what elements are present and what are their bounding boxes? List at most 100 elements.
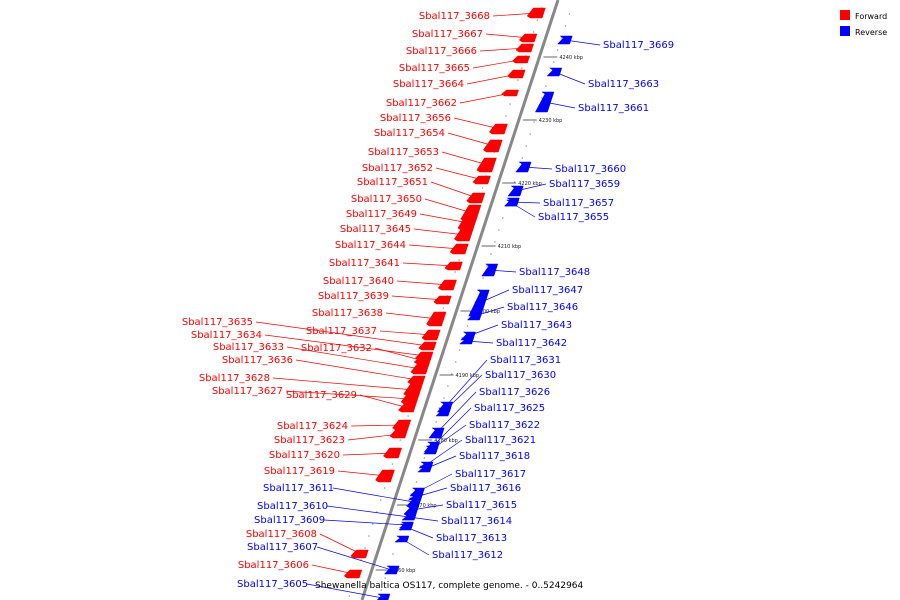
legend-label-forward: Forward	[855, 12, 887, 21]
gene-label-reverse[interactable]: Sbal117_3605	[237, 579, 308, 590]
gene-label-reverse[interactable]: Sbal117_3659	[549, 179, 620, 190]
gene-label-forward[interactable]: Sbal117_3638	[312, 308, 383, 319]
axis-dot	[392, 553, 394, 555]
gene-label-forward[interactable]: Sbal117_3628	[199, 373, 270, 384]
gene-label-forward[interactable]: Sbal117_3636	[222, 355, 293, 366]
gene-connector	[405, 526, 434, 539]
gene-arrow-Sbal117_3629	[398, 403, 417, 413]
gene-label-reverse[interactable]: Sbal117_3661	[578, 103, 649, 114]
gene-connector	[453, 117, 500, 130]
gene-label-reverse[interactable]: Sbal117_3621	[465, 435, 536, 446]
gene-label-forward[interactable]: Sbal117_3649	[346, 209, 417, 220]
gene-connector	[306, 583, 383, 599]
gene-label-forward[interactable]: Sbal117_3608	[246, 529, 317, 540]
axis-dot	[380, 589, 383, 591]
gene-label-forward[interactable]: Sbal117_3645	[340, 224, 411, 235]
axis-dot	[384, 577, 386, 579]
genome-caption: Shewanella baltica OS117, complete genom…	[315, 581, 584, 591]
gene-label-reverse[interactable]: Sbal117_3607	[247, 542, 318, 553]
axis-dot	[501, 217, 504, 219]
gene-label-forward[interactable]: Sbal117_3644	[335, 240, 406, 251]
axis-dot	[454, 271, 456, 273]
gene-label-forward[interactable]: Sbal117_3654	[374, 128, 445, 139]
gene-label-reverse[interactable]: Sbal117_3642	[496, 338, 567, 349]
axis-dot	[481, 187, 484, 189]
gene-connector	[285, 390, 412, 400]
gene-label-reverse[interactable]: Sbal117_3609	[254, 515, 325, 526]
gene-label-forward[interactable]: Sbal117_3629	[286, 390, 357, 401]
gene-label-reverse[interactable]: Sbal117_3618	[459, 451, 530, 462]
axis-dot	[568, 13, 571, 15]
gene-label-reverse[interactable]: Sbal117_3660	[555, 164, 626, 175]
gene-label-reverse[interactable]: Sbal117_3630	[485, 370, 556, 381]
gene-label-forward[interactable]: Sbal117_3650	[351, 194, 422, 205]
gene-label-forward[interactable]: Sbal117_3634	[191, 330, 262, 341]
axis-dot	[450, 373, 453, 375]
axis-dot	[442, 307, 445, 309]
gene-connector	[430, 424, 467, 451]
gene-label-reverse[interactable]: Sbal117_3613	[436, 533, 507, 544]
gene-label-reverse[interactable]: Sbal117_3669	[603, 40, 674, 51]
gene-label-reverse[interactable]: Sbal117_3612	[432, 550, 503, 561]
gene-label-forward[interactable]: Sbal117_3637	[306, 326, 377, 337]
gene-label-forward[interactable]: Sbal117_3639	[318, 291, 389, 302]
gene-label-forward[interactable]: Sbal117_3606	[238, 560, 309, 571]
gene-connector	[436, 391, 477, 434]
axis-dot	[435, 421, 437, 423]
gene-label-reverse[interactable]: Sbal117_3622	[469, 420, 540, 431]
gene-label-reverse[interactable]: Sbal117_3614	[441, 516, 512, 527]
gene-label-forward[interactable]: Sbal117_3651	[357, 177, 428, 188]
gene-connector	[379, 330, 433, 336]
tick-label: 4190 kbp	[456, 373, 480, 379]
gene-label-forward[interactable]: Sbal117_3627	[212, 386, 283, 397]
gene-label-reverse[interactable]: Sbal117_3610	[257, 501, 328, 512]
gene-connector	[554, 71, 586, 85]
gene-connector	[311, 564, 355, 575]
axis-dot	[521, 157, 524, 159]
gene-label-forward[interactable]: Sbal117_3653	[368, 147, 439, 158]
gene-label-reverse[interactable]: Sbal117_3616	[450, 483, 521, 494]
gene-label-reverse[interactable]: Sbal117_3626	[479, 387, 550, 398]
gene-label-reverse[interactable]: Sbal117_3615	[446, 500, 517, 511]
gene-label-reverse[interactable]: Sbal117_3663	[588, 79, 659, 90]
gene-connector	[417, 473, 453, 493]
gene-label-forward[interactable]: Sbal117_3667	[412, 29, 483, 40]
gene-label-forward[interactable]: Sbal117_3641	[329, 258, 400, 269]
gene-label-forward[interactable]: Sbal117_3652	[362, 163, 433, 174]
gene-label-reverse[interactable]: Sbal117_3655	[538, 212, 609, 223]
gene-label-forward[interactable]: Sbal117_3619	[264, 466, 335, 477]
gene-label-reverse[interactable]: Sbal117_3617	[455, 469, 526, 480]
gene-label-reverse[interactable]: Sbal117_3625	[474, 403, 545, 414]
axis-dot	[490, 253, 492, 255]
gene-connector	[323, 519, 407, 526]
gene-label-forward[interactable]: Sbal117_3656	[380, 113, 451, 124]
axis-dot	[415, 481, 418, 483]
gene-label-reverse[interactable]: Sbal117_3647	[512, 285, 583, 296]
gene-label-reverse[interactable]: Sbal117_3611	[263, 483, 334, 494]
axis-dot	[520, 67, 523, 69]
gene-label-forward[interactable]: Sbal117_3635	[182, 317, 253, 328]
gene-label-forward[interactable]: Sbal117_3633	[213, 342, 284, 353]
gene-label-forward[interactable]: Sbal117_3668	[419, 11, 490, 22]
gene-label-forward[interactable]: Sbal117_3623	[274, 435, 345, 446]
gene-label-reverse[interactable]: Sbal117_3657	[543, 198, 614, 209]
gene-label-reverse[interactable]: Sbal117_3631	[490, 355, 561, 366]
axis-dot	[407, 415, 409, 417]
gene-connector	[350, 424, 404, 427]
gene-label-forward[interactable]: Sbal117_3632	[301, 343, 372, 354]
gene-label-reverse[interactable]: Sbal117_3648	[519, 267, 590, 278]
gene-label-forward[interactable]: Sbal117_3624	[277, 421, 348, 432]
axis-dot	[447, 385, 449, 387]
gene-label-forward[interactable]: Sbal117_3664	[393, 79, 464, 90]
gene-label-forward[interactable]: Sbal117_3666	[406, 46, 477, 57]
axis-dot	[466, 325, 469, 327]
gene-connector	[401, 538, 430, 556]
gene-label-forward[interactable]: Sbal117_3665	[399, 63, 470, 74]
gene-label-forward[interactable]: Sbal117_3640	[323, 276, 394, 287]
gene-label-reverse[interactable]: Sbal117_3646	[507, 302, 578, 313]
gene-connector	[316, 546, 392, 571]
gene-label-reverse[interactable]: Sbal117_3643	[501, 320, 572, 331]
gene-label-forward[interactable]: Sbal117_3662	[386, 98, 457, 109]
gene-label-forward[interactable]: Sbal117_3620	[269, 450, 340, 461]
